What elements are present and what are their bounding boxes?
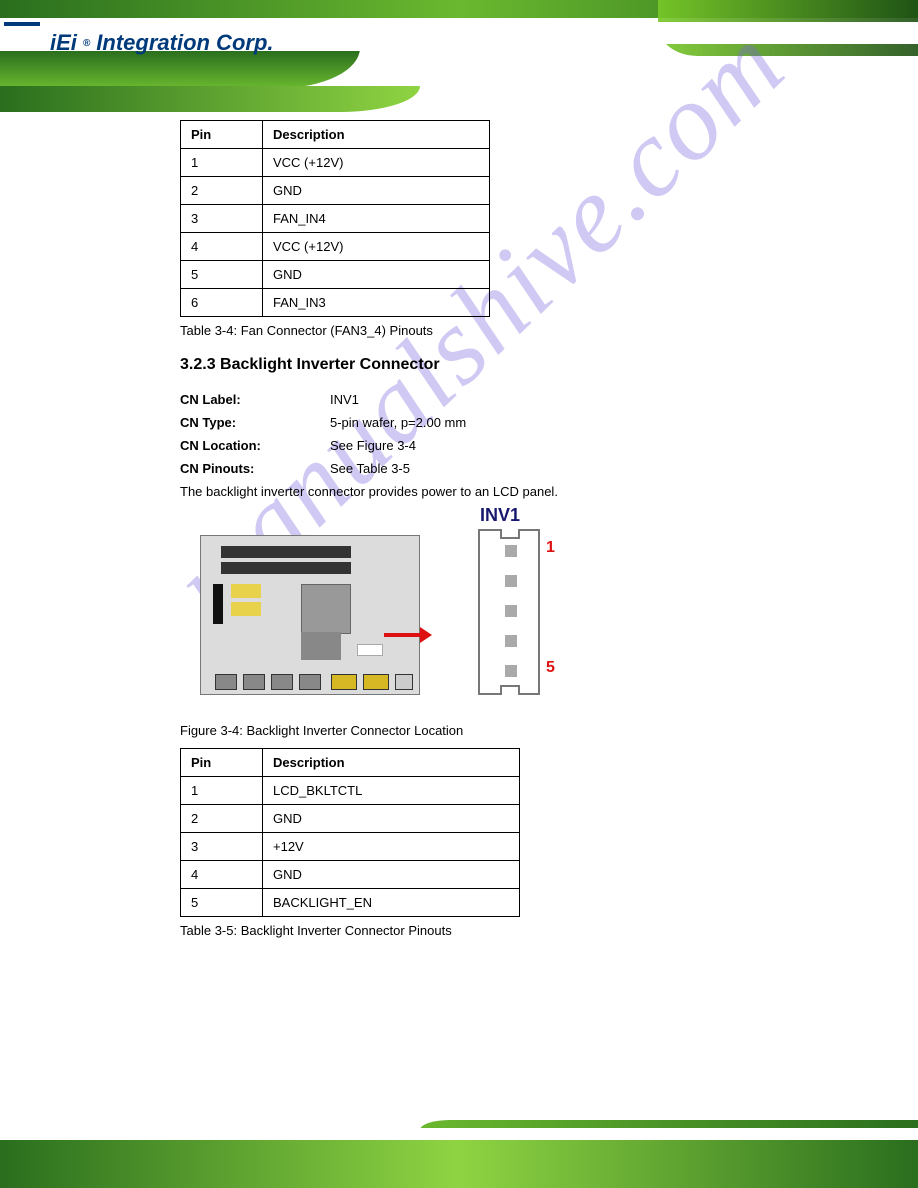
pinout-table-2: Pin Description 1LCD_BKLTCTL 2GND 3+12V … [180,748,520,917]
pin-number-1: 1 [546,539,555,557]
table1-r3c1: VCC (+12V) [263,233,490,261]
arrow-line [384,633,422,637]
section-body: The backlight inverter connector provide… [180,484,858,499]
board-cpu [301,584,351,634]
cn-loc-val: See Figure 3-4 [330,438,416,453]
table2-r0c1: LCD_BKLTCTL [263,777,520,805]
cn-type-val: 5-pin wafer, p=2.00 mm [330,415,466,430]
board-dimm1 [221,546,351,558]
figure-caption: Figure 3-4: Backlight Inverter Connector… [180,723,858,738]
cn-label-lbl: CN Label: [180,392,330,407]
page-footer [0,1068,918,1188]
table1-r5c0: 6 [181,289,263,317]
board-port-misc [395,674,413,690]
brand-logo: iEi ® Integration Corp. [50,30,274,56]
section-heading: 3.2.3 Backlight Inverter Connector [180,356,858,374]
arrow-head-icon [420,627,432,643]
table1-r4c1: GND [263,261,490,289]
connector-notch-top [500,529,520,539]
table2-r4c0: 5 [181,889,263,917]
connector-diagram: INV1 1 5 [200,515,600,715]
board-slot2 [231,602,261,616]
board-dimm2 [221,562,351,574]
cn-label-row: CN Label: INV1 [180,392,858,407]
cn-pin-lbl: CN Pinouts: [180,461,330,476]
table1-r3c0: 4 [181,233,263,261]
logo-text: Integration Corp. [96,30,273,56]
table1-r1c0: 2 [181,177,263,205]
connector-outline [478,529,540,695]
table2-r3c0: 4 [181,861,263,889]
table2-r1c0: 2 [181,805,263,833]
table2-r1c1: GND [263,805,520,833]
page-header: iEi ® Integration Corp. [0,0,918,120]
board-outline [200,535,420,695]
cn-pin-row: CN Pinouts: See Table 3-5 [180,461,858,476]
board-side-conn [213,584,223,624]
page-content: Pin Description 1VCC (+12V) 2GND 3FAN_IN… [180,120,858,956]
cn-loc-row: CN Location: See Figure 3-4 [180,438,858,453]
header-swoosh [340,22,918,44]
table1-r0c1: VCC (+12V) [263,149,490,177]
board-chip [301,632,341,660]
table2-r2c0: 3 [181,833,263,861]
callout-arrow [384,629,430,641]
table1-r4c0: 5 [181,261,263,289]
pin-square-1 [505,545,517,557]
table2-header-pin: Pin [181,749,263,777]
board-port-usb4 [299,674,321,690]
board-port-hdmi2 [363,674,389,690]
table2-r4c1: BACKLIGHT_EN [263,889,520,917]
pin-number-5: 5 [546,659,555,677]
logo-mark: iEi [50,30,77,56]
cn-pin-val: See Table 3-5 [330,461,410,476]
section-title: Backlight Inverter Connector [220,356,440,373]
table1-r1c1: GND [263,177,490,205]
table1-header-desc: Description [263,121,490,149]
pin-square-3 [505,605,517,617]
table1-header-pin: Pin [181,121,263,149]
pinout-table-1: Pin Description 1VCC (+12V) 2GND 3FAN_IN… [180,120,490,317]
table1-r0c0: 1 [181,149,263,177]
cn-type-row: CN Type: 5-pin wafer, p=2.00 mm [180,415,858,430]
table2-r3c1: GND [263,861,520,889]
board-port-usb3 [271,674,293,690]
board-port-usb1 [215,674,237,690]
board-port-hdmi1 [331,674,357,690]
cn-type-lbl: CN Type: [180,415,330,430]
table1-caption: Table 3-4: Fan Connector (FAN3_4) Pinout… [180,323,858,338]
cn-label-val: INV1 [330,392,359,407]
cn-loc-lbl: CN Location: [180,438,330,453]
footer-stripe-main [0,1140,918,1188]
section-number: 3.2.3 [180,356,216,373]
table1-r2c0: 3 [181,205,263,233]
pin-square-4 [505,635,517,647]
board-inv-conn [357,644,383,656]
table2-header-desc: Description [263,749,520,777]
registered-icon: ® [83,38,90,49]
pin-square-5 [505,665,517,677]
table1-r2c1: FAN_IN4 [263,205,490,233]
table2-r2c1: +12V [263,833,520,861]
header-circuit-left [0,86,420,112]
table2-caption: Table 3-5: Backlight Inverter Connector … [180,923,858,938]
table1-r5c1: FAN_IN3 [263,289,490,317]
board-slot1 [231,584,261,598]
header-accent [4,22,40,26]
connector-notch-bottom [500,685,520,695]
board-port-usb2 [243,674,265,690]
table2-r0c0: 1 [181,777,263,805]
connector-label: INV1 [480,505,520,526]
pin-square-2 [505,575,517,587]
